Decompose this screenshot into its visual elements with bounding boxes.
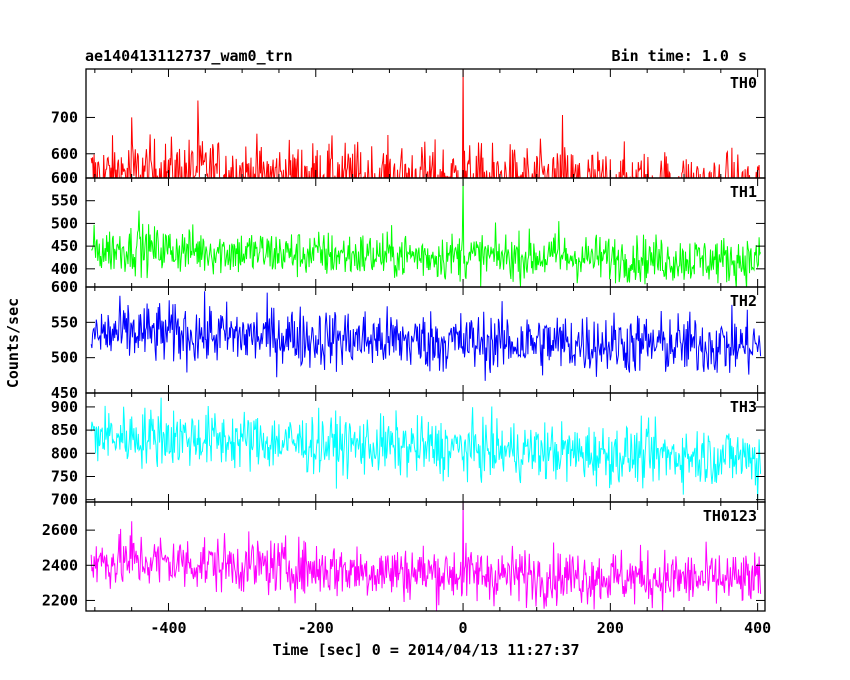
y-tick-label: 600 <box>51 145 78 163</box>
y-tick-label: 600 <box>51 169 78 187</box>
x-tick-label: -200 <box>298 619 334 637</box>
panel-th0: TH0 600 700 600 <box>51 68 766 187</box>
panel-label: TH0123 <box>703 507 757 525</box>
panel-label: TH0 <box>730 74 757 92</box>
series-line-th0123 <box>90 502 762 611</box>
panel-th0123: TH0123 2200 2400 2600 <box>42 501 766 612</box>
series-line-th1 <box>91 178 762 287</box>
panels: TH0 600 700 600 TH1 400 450 500 550 TH2 450 500 550 6… <box>42 68 771 637</box>
x-tick-label: 400 <box>744 619 771 637</box>
panel-label: TH1 <box>730 183 757 201</box>
y-tick-label: 2400 <box>42 556 78 574</box>
y-tick-label: 900 <box>51 398 78 416</box>
y-tick-label: 600 <box>51 278 78 296</box>
series-line-th3 <box>90 397 762 500</box>
series-line-th0 <box>90 69 760 178</box>
panel-label: TH2 <box>730 292 757 310</box>
y-tick-label: 850 <box>51 421 78 439</box>
y-tick-label: 700 <box>51 491 78 509</box>
panel-label: TH3 <box>730 398 757 416</box>
y-tick-label: 550 <box>51 192 78 210</box>
y-tick-label: 750 <box>51 467 78 485</box>
panel-th3: TH3 700 750 800 850 900 <box>51 392 766 509</box>
y-tick-label: 2200 <box>42 591 78 609</box>
y-tick-label: 700 <box>51 108 78 126</box>
x-axis-label: Time [sec] 0 = 2014/04/13 11:27:37 <box>272 641 579 659</box>
x-tick-label: 200 <box>597 619 624 637</box>
y-tick-label: 2600 <box>42 521 78 539</box>
x-tick-label: -400 <box>150 619 186 637</box>
y-tick-label: 400 <box>51 260 78 278</box>
y-tick-label: 450 <box>51 237 78 255</box>
y-tick-label: 550 <box>51 313 78 331</box>
chart-title: ae140413112737_wam0_trn <box>85 47 293 65</box>
chart-subtitle: Bin time: 1.0 s <box>612 47 747 65</box>
panel-frame <box>85 501 766 612</box>
series-line-th2 <box>90 291 762 381</box>
y-axis-label: Counts/sec <box>4 298 22 388</box>
panel-th1: TH1 400 450 500 550 <box>51 177 766 288</box>
y-tick-label: 500 <box>51 349 78 367</box>
y-tick-label: 500 <box>51 214 78 232</box>
y-tick-label: 800 <box>51 444 78 462</box>
x-tick-label: 0 <box>459 619 468 637</box>
panel-th2: TH2 450 500 550 600 <box>51 278 766 402</box>
y-tick-label: 450 <box>51 384 78 402</box>
